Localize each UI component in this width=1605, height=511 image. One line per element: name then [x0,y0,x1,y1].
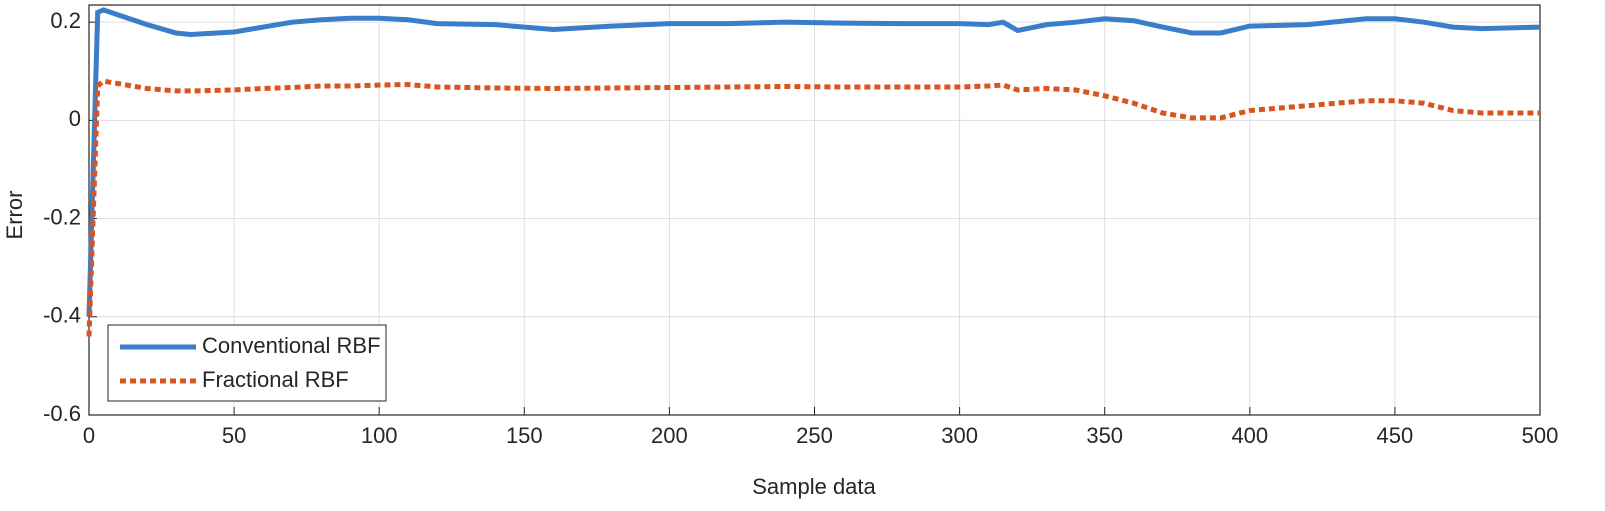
y-tick-label: -0.6 [43,401,81,426]
x-tick-label: 500 [1522,423,1559,448]
legend-box [107,324,387,402]
legend-label: Fractional RBF [202,367,349,392]
x-tick-label: 400 [1231,423,1268,448]
x-tick-label: 450 [1377,423,1414,448]
x-tick-label: 150 [506,423,543,448]
legend-label: Conventional RBF [202,333,381,358]
x-tick-label: 200 [651,423,688,448]
x-tick-label: 350 [1086,423,1123,448]
x-tick-label: 100 [361,423,398,448]
y-tick-label: 0.2 [50,8,81,33]
y-axis-label: Error [2,191,27,240]
y-tick-label: -0.2 [43,204,81,229]
x-tick-label: 300 [941,423,978,448]
x-tick-label: 50 [222,423,246,448]
x-tick-label: 0 [83,423,95,448]
x-tick-label: 250 [796,423,833,448]
series-line [86,78,1540,337]
plot-frame [88,4,1541,416]
x-axis-label: Sample data [752,474,876,499]
series-line [86,7,1541,317]
y-tick-label: -0.4 [43,303,81,328]
y-tick-label: 0 [69,106,81,131]
